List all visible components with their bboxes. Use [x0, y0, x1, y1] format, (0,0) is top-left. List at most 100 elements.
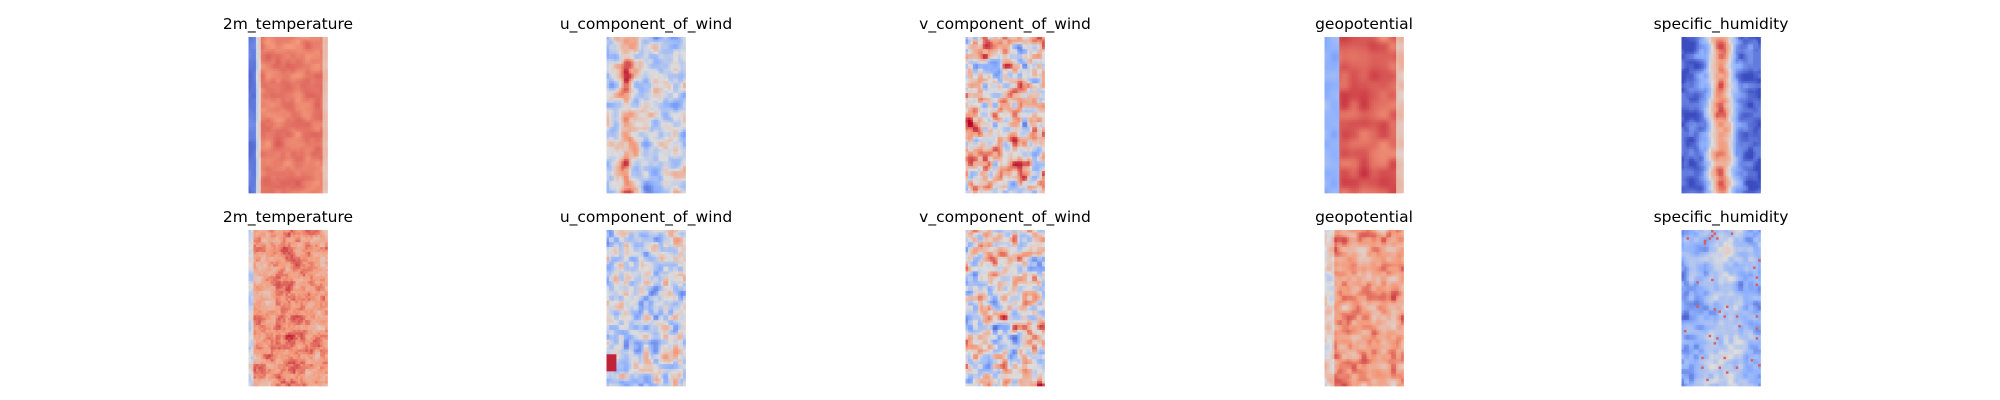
heatmap-cell [276, 149, 279, 152]
heatmap-cell [251, 88, 254, 91]
heatmap-cell [258, 115, 261, 118]
heatmap-cell [249, 115, 252, 118]
heatmap-cell [300, 108, 303, 111]
heatmap-cell [305, 188, 308, 191]
heatmap-cell [641, 47, 644, 50]
heatmap-cell [258, 105, 261, 108]
heatmap-cell [293, 52, 296, 55]
heatmap-cell [253, 52, 256, 55]
heatmap-cell [276, 161, 279, 164]
heatmap-cell [249, 37, 252, 40]
heatmap-cell [298, 144, 301, 147]
heatmap-cell [271, 178, 274, 181]
heatmap-cell [273, 86, 276, 89]
heatmap-cell [271, 81, 274, 84]
heatmap-cell [315, 142, 318, 145]
heatmap-cell [261, 49, 264, 52]
heatmap-cell [310, 108, 313, 111]
heatmap-cell [283, 147, 286, 150]
heatmap-cell [271, 71, 274, 74]
heatmap-cell [281, 174, 284, 177]
heatmap-cell [290, 169, 293, 172]
heatmap-cell [310, 159, 313, 162]
heatmap-cell [295, 52, 298, 55]
heatmap-cell [268, 64, 271, 67]
heatmap-cell [313, 186, 316, 189]
heatmap-cell [283, 54, 286, 57]
heatmap-cell [683, 52, 686, 55]
heatmap-cell [308, 83, 311, 86]
heatmap-cell [619, 37, 622, 40]
heatmap-cell [273, 113, 276, 116]
heatmap-cell [261, 86, 264, 89]
heatmap-cell [258, 57, 261, 60]
heatmap-cell [263, 117, 266, 120]
heatmap-cell [303, 186, 306, 189]
heatmap-cell [320, 103, 323, 106]
heatmap-cell [249, 147, 252, 150]
heatmap-cell [286, 71, 289, 74]
heatmap-cell [313, 127, 316, 130]
heatmap-cell [678, 42, 681, 45]
heatmap-cell [624, 42, 627, 45]
heatmap-cell [276, 105, 279, 108]
heatmap-cell [325, 183, 328, 186]
heatmap-cell [295, 164, 298, 167]
heatmap-cell [313, 117, 316, 120]
heatmap-cell [298, 135, 301, 138]
heatmap-cell [249, 71, 252, 74]
heatmap-cell [251, 191, 254, 194]
heatmap-cell [323, 161, 326, 164]
heatmap-cell [253, 81, 256, 84]
heatmap-cell [651, 42, 654, 45]
heatmap-cell [283, 166, 286, 169]
heatmap-cell [281, 139, 284, 142]
heatmap-cell [611, 37, 614, 40]
heatmap-cell [320, 149, 323, 152]
heatmap-cell [263, 188, 266, 191]
heatmap-cell [268, 144, 271, 147]
heatmap-cell [278, 130, 281, 133]
heatmap-cell [258, 83, 261, 86]
heatmap-cell [313, 113, 316, 116]
heatmap-cell [278, 174, 281, 177]
heatmap-cell [323, 154, 326, 157]
heatmap-cell [258, 52, 261, 55]
heatmap-cell [607, 49, 610, 52]
heatmap-cell [281, 156, 284, 159]
heatmap-cell [325, 149, 328, 152]
heatmap-cell [278, 139, 281, 142]
heatmap-cell [310, 113, 313, 116]
heatmap-cell [310, 78, 313, 81]
heatmap-cell [313, 81, 316, 84]
heatmap-cell [323, 98, 326, 101]
heatmap-cell [288, 83, 291, 86]
heatmap-cell [261, 110, 264, 113]
heatmap-cell [263, 171, 266, 174]
heatmap-cell [281, 113, 284, 116]
heatmap-cell [273, 115, 276, 118]
heatmap-cell [656, 49, 659, 52]
heatmap-cell [253, 78, 256, 81]
heatmap-cell [310, 42, 313, 45]
heatmap-cell [298, 57, 301, 60]
heatmap-cell [320, 176, 323, 179]
heatmap-cell [261, 188, 264, 191]
heatmap-cell [320, 188, 323, 191]
heatmap-cell [295, 93, 298, 96]
heatmap-cell [313, 142, 316, 145]
heatmap-cell [295, 57, 298, 60]
heatmap-cell [308, 120, 311, 123]
heatmap-cell [278, 74, 281, 77]
heatmap-cell [268, 152, 271, 155]
heatmap-cell [253, 44, 256, 47]
heatmap-cell [651, 37, 654, 40]
heatmap-cell [256, 96, 259, 99]
heatmap-cell [318, 149, 321, 152]
heatmap-cell [325, 176, 328, 179]
heatmap-cell [261, 100, 264, 103]
heatmap-cell [305, 74, 308, 77]
heatmap-cell [668, 47, 671, 50]
heatmap-cell [256, 54, 259, 57]
heatmap-cell [261, 147, 264, 150]
